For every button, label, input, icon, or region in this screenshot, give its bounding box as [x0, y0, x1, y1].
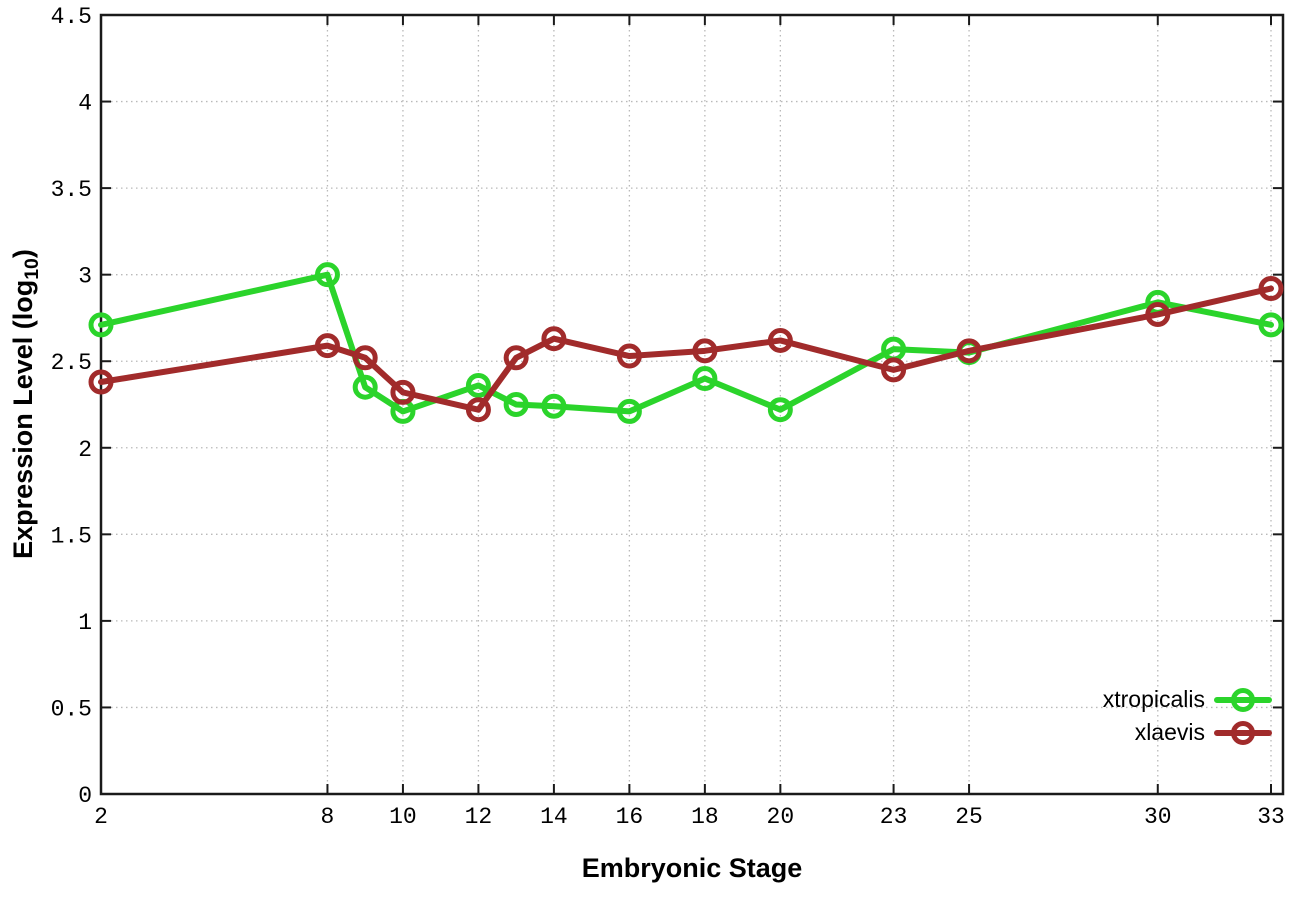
y-tick-label: 2.5	[51, 350, 92, 376]
x-axis-label: Embryonic Stage	[581, 853, 803, 883]
data-point-marker-xtropicalis	[503, 392, 529, 417]
data-point-marker-xlaevis	[616, 343, 642, 369]
data-point-marker-xtropicalis	[767, 397, 793, 423]
series-line-xlaevis	[98, 285, 1274, 413]
x-tick-label: 33	[1257, 804, 1285, 830]
data-point-marker-xtropicalis	[616, 398, 642, 424]
data-point-marker-xlaevis	[1258, 276, 1284, 302]
plot-border	[99, 13, 1285, 796]
data-point-marker-xlaevis	[956, 338, 982, 364]
y-tick-label: 4	[78, 91, 92, 117]
legend-label: xtropicalis	[1102, 686, 1205, 712]
x-tick-label: 14	[540, 804, 568, 830]
x-tick-label: 23	[880, 804, 908, 830]
data-point-marker-xtropicalis	[541, 393, 567, 419]
data-point-marker-xlaevis	[881, 357, 907, 383]
data-point-marker-xtropicalis	[88, 312, 114, 338]
data-point-marker-xlaevis	[541, 326, 567, 352]
x-tick-label: 30	[1144, 804, 1172, 830]
x-tick-label: 2	[94, 804, 108, 830]
y-axis-label: Expression Level (log10)	[8, 249, 44, 559]
y-tick-label: 4.5	[51, 4, 92, 30]
data-point-marker-xtropicalis	[314, 262, 340, 288]
y-tick-label: 0.5	[51, 696, 92, 722]
x-tick-label: 16	[616, 804, 644, 830]
data-point-marker-xlaevis	[390, 379, 416, 405]
data-point-marker-xlaevis	[692, 338, 718, 364]
x-tick-label: 8	[321, 804, 335, 830]
data-point-marker-xtropicalis	[1258, 312, 1284, 338]
x-tick-label: 18	[691, 804, 719, 830]
x-tick-label: 20	[767, 804, 795, 830]
data-point-marker-xlaevis	[503, 345, 529, 371]
y-axis-label-suffix: )	[7, 249, 38, 259]
legend-entry: xlaevis	[1135, 716, 1272, 749]
data-point-marker-xlaevis	[352, 345, 378, 371]
y-tick-label: 3.5	[51, 177, 92, 203]
y-axis-label-text: Expression Level (log	[7, 279, 38, 559]
data-point-marker-xlaevis	[1145, 301, 1171, 327]
data-point-marker-xtropicalis	[692, 366, 718, 392]
y-tick-label: 3	[78, 264, 92, 290]
x-tick-label: 25	[955, 804, 983, 830]
data-point-marker-xtropicalis	[465, 372, 491, 398]
y-tick-label: 1.5	[51, 523, 92, 549]
data-point-marker-xlaevis	[314, 333, 340, 359]
data-point-marker-xtropicalis	[352, 374, 378, 400]
data-point-marker-xlaevis	[767, 327, 793, 353]
y-axis-label-subscript: 10	[21, 258, 44, 280]
y-tick-label: 2	[78, 437, 92, 463]
legend: xtropicalis xlaevis	[1103, 683, 1272, 749]
data-point-marker-xlaevis	[88, 369, 114, 395]
x-tick-label: 12	[465, 804, 493, 830]
y-tick-label: 1	[78, 610, 92, 636]
x-tick-label: 10	[389, 804, 417, 830]
legend-entry: xtropicalis	[1103, 683, 1272, 716]
legend-label: xlaevis	[1134, 719, 1205, 745]
y-tick-label: 0	[78, 783, 92, 809]
series-line-xtropicalis	[98, 271, 1274, 415]
legend-line-marker-icon	[1214, 720, 1272, 745]
legend-line-marker-icon	[1214, 687, 1272, 712]
data-point-marker-xlaevis	[465, 397, 491, 423]
